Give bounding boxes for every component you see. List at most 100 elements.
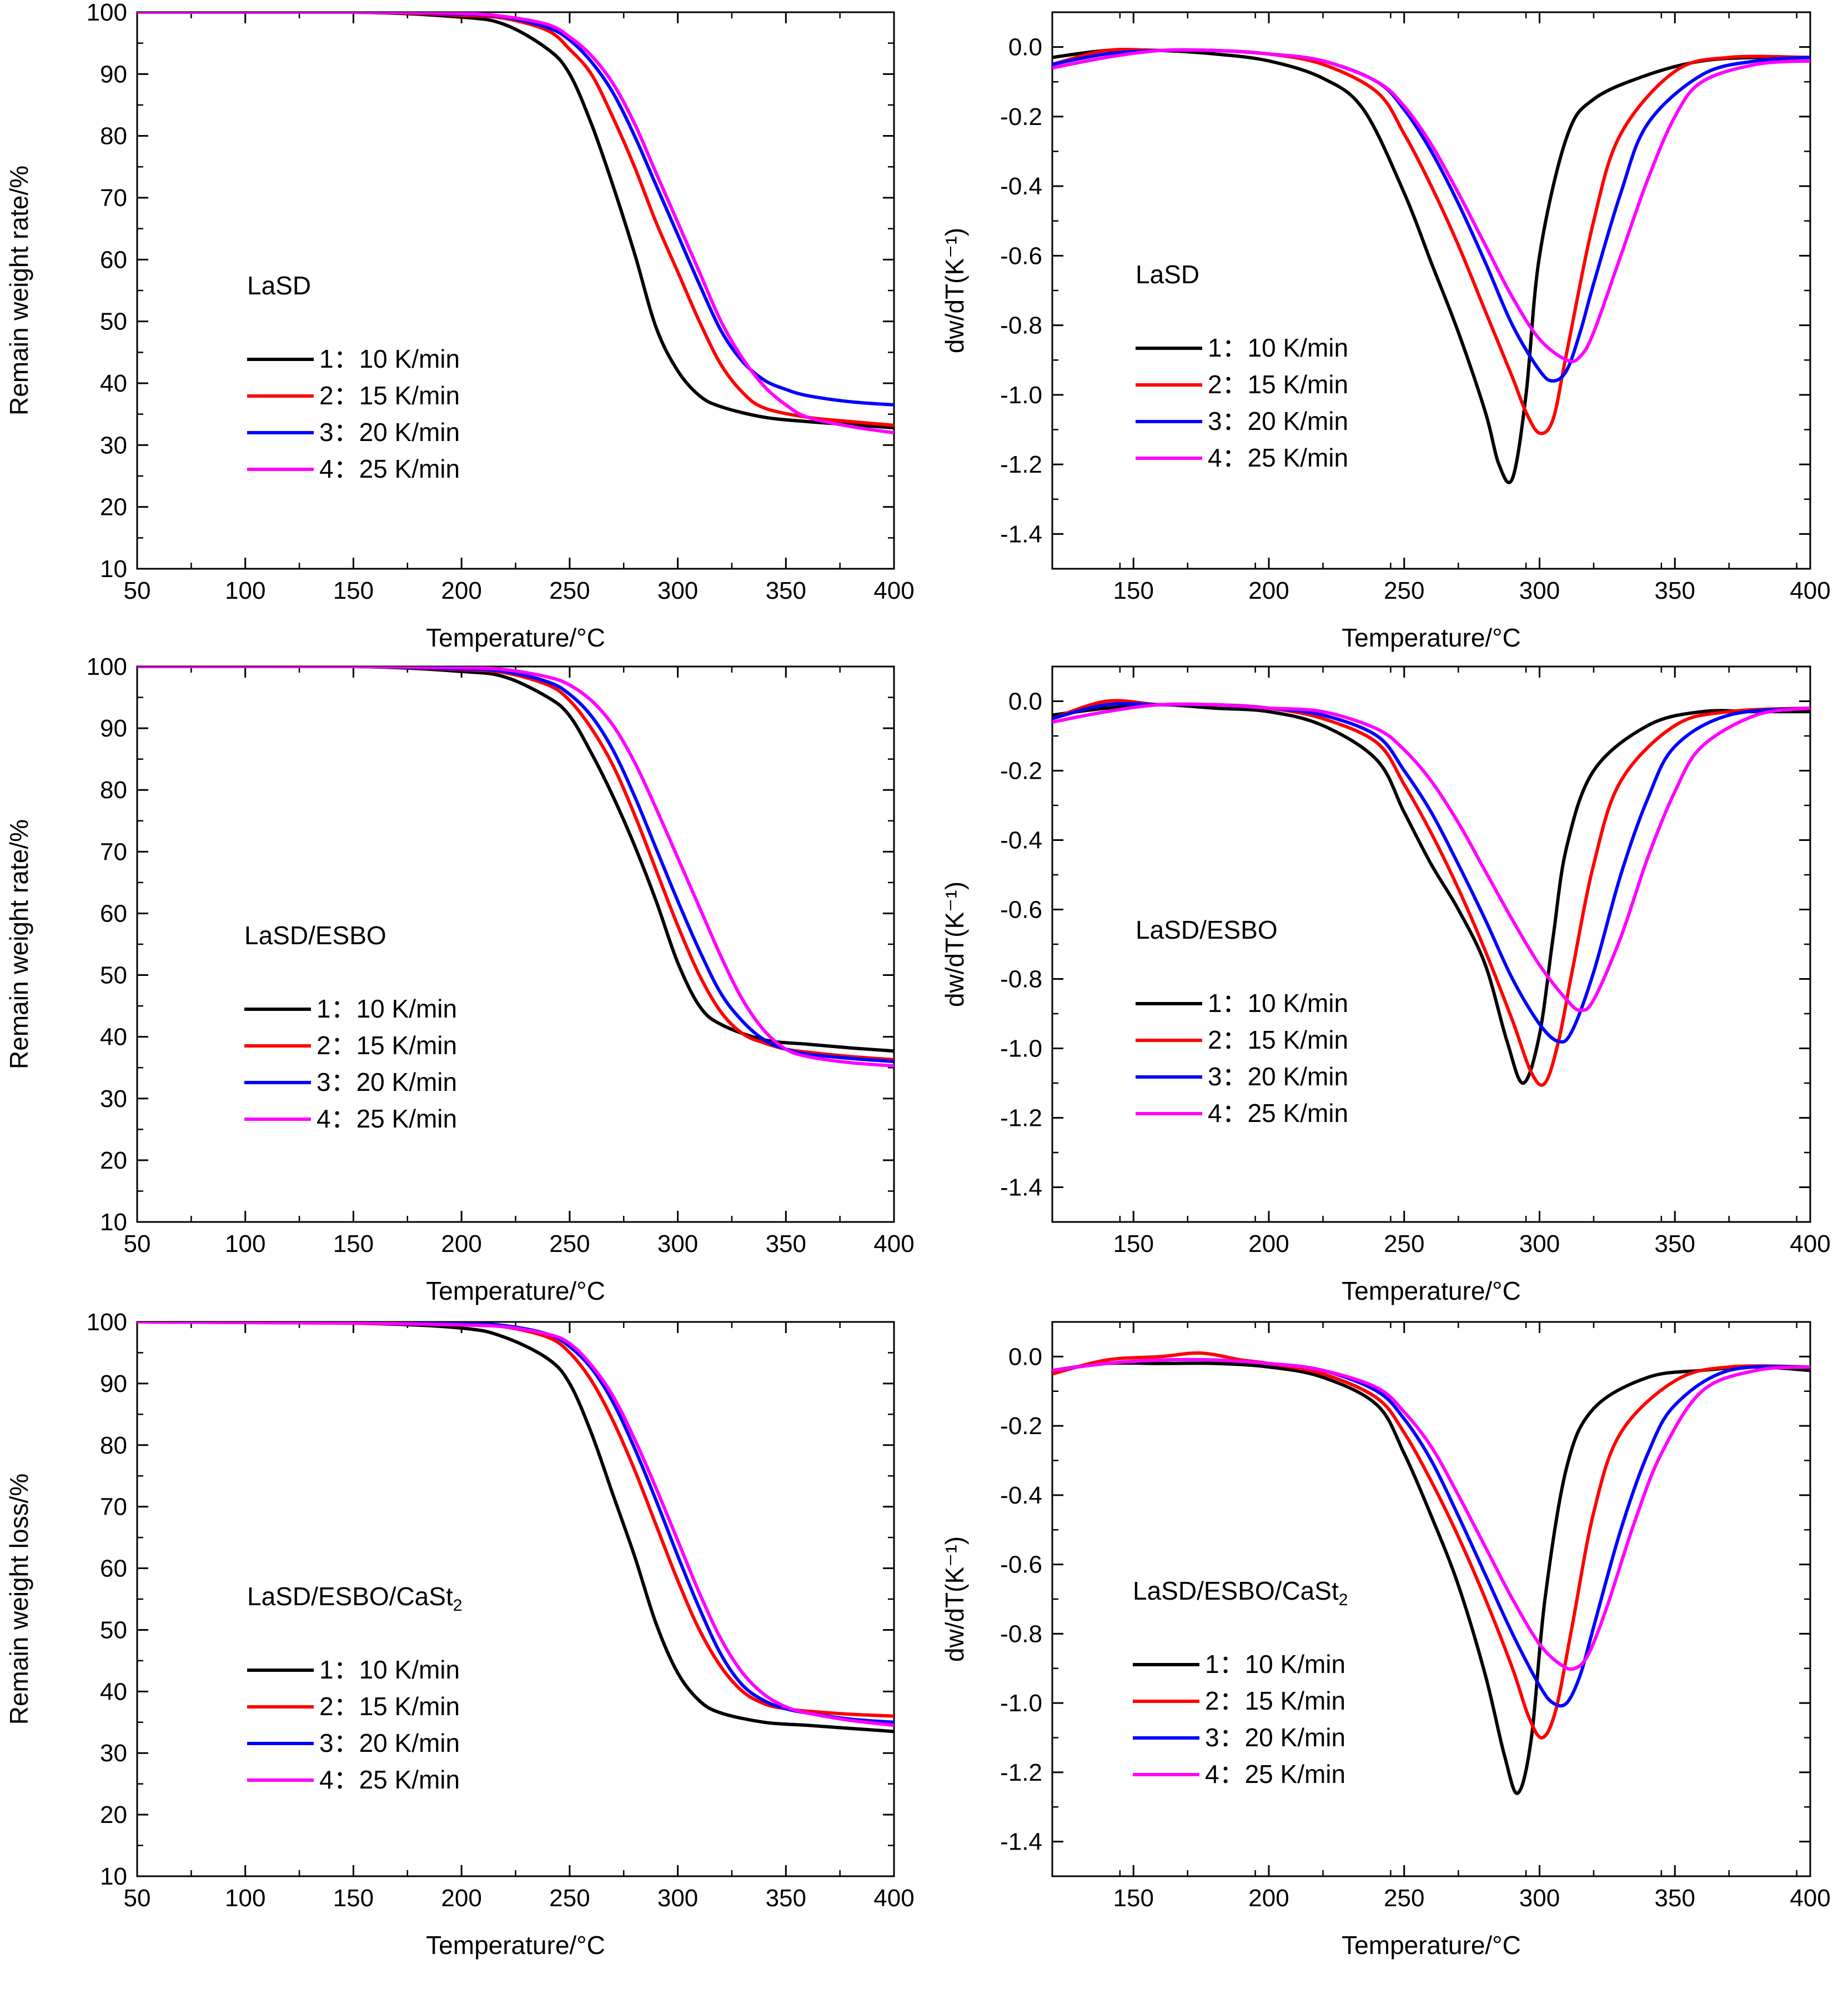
y-tick-label: 50 bbox=[100, 1616, 127, 1644]
y-tick-label: -0.6 bbox=[1000, 1551, 1042, 1579]
chart-panel-dtg-lasd-esbo: 150 200 250 300 350 400 0.0 -0.2 -0.4 -0.6 -0.8 -1.… bbox=[940, 665, 1831, 1305]
y-tick-label: 70 bbox=[100, 838, 127, 865]
series-line-2 bbox=[137, 1322, 894, 1718]
series-line-1 bbox=[1052, 1361, 1810, 1795]
y-tick-label: 60 bbox=[100, 900, 127, 927]
y-tick-label: 0.0 bbox=[1008, 34, 1042, 61]
legend-title: LaSD/ESBO bbox=[244, 921, 386, 950]
x-tick-label: 50 bbox=[124, 1885, 151, 1912]
chart-panel-tg-lasd-esbo-cast2: 50 100 150 200 250 300 350 400 10 20 30 40 50 60 70 80 9… bbox=[4, 1309, 915, 1960]
legend-label-4: 4：25 K/min bbox=[317, 1104, 457, 1133]
y-tick-label: 100 bbox=[87, 0, 127, 26]
x-tick-label: 300 bbox=[657, 1230, 698, 1257]
y-tick-label: 80 bbox=[100, 1432, 127, 1459]
x-tick-label: 350 bbox=[1655, 1885, 1695, 1912]
series-line-3 bbox=[1052, 1357, 1810, 1708]
legend-label-2: 2：15 K/min bbox=[1208, 370, 1348, 399]
y-tick-label: 50 bbox=[100, 308, 127, 335]
y-tick-label: 60 bbox=[100, 1555, 127, 1582]
series-line-2 bbox=[1052, 48, 1810, 435]
y-tick-label: -1.4 bbox=[1000, 520, 1042, 548]
x-tick-label: 200 bbox=[441, 1230, 481, 1257]
legend-label-1: 1：10 K/min bbox=[319, 344, 460, 373]
x-tick-label: 50 bbox=[124, 577, 151, 604]
y-tick-label: 90 bbox=[100, 1370, 127, 1397]
y-tick-label: 20 bbox=[100, 494, 127, 521]
x-tick-label: 250 bbox=[549, 1885, 590, 1912]
y-tick-label: -0.4 bbox=[1000, 1482, 1042, 1509]
series-line-2 bbox=[1052, 1351, 1810, 1740]
x-tick-label: 50 bbox=[124, 1230, 151, 1257]
y-tick-label: 90 bbox=[100, 715, 127, 742]
y-tick-label: 80 bbox=[100, 776, 127, 804]
legend-title: LaSD/ESBO bbox=[1136, 915, 1278, 944]
legend-label-4: 4：25 K/min bbox=[319, 454, 460, 483]
x-tick-label: 250 bbox=[549, 577, 590, 604]
x-tick-label: 150 bbox=[1113, 1230, 1154, 1257]
legend-label-1: 1：10 K/min bbox=[319, 1655, 460, 1684]
y-tick-label: -0.4 bbox=[1000, 173, 1042, 200]
y-axis-title: Remain weight loss/% bbox=[4, 1474, 33, 1725]
x-tick-label: 400 bbox=[1790, 1885, 1830, 1912]
legend-title: LaSD bbox=[247, 271, 311, 300]
x-axis-title: Temperature/°C bbox=[1342, 1931, 1521, 1960]
x-tick-label: 400 bbox=[873, 577, 914, 604]
series-line-3 bbox=[137, 12, 894, 407]
y-tick-label: 20 bbox=[100, 1147, 127, 1174]
y-tick-label: -0.6 bbox=[1000, 896, 1042, 924]
series-line-1 bbox=[1052, 703, 1810, 1085]
legend-label-2: 2：15 K/min bbox=[1205, 1686, 1345, 1715]
legend-label-2: 2：15 K/min bbox=[319, 381, 460, 410]
legend-title: LaSD/ESBO/CaSt2 bbox=[247, 1582, 462, 1615]
series-line-1 bbox=[137, 12, 894, 430]
legend-label-4: 4：25 K/min bbox=[1208, 1099, 1348, 1128]
y-tick-label: 10 bbox=[100, 1209, 127, 1236]
legend-label-3: 3：20 K/min bbox=[319, 418, 460, 447]
x-axis-title: Temperature/°C bbox=[426, 623, 605, 652]
y-tick-label: 30 bbox=[100, 432, 127, 459]
x-tick-label: 150 bbox=[1113, 1885, 1154, 1912]
legend-label-1: 1：10 K/min bbox=[1208, 989, 1348, 1018]
x-tick-label: 100 bbox=[225, 577, 265, 604]
y-tick-label: 0.0 bbox=[1008, 688, 1042, 715]
series-line-3 bbox=[137, 1322, 894, 1724]
y-tick-label: 10 bbox=[100, 1863, 127, 1890]
x-tick-label: 400 bbox=[873, 1230, 914, 1257]
legend-title-subscript: 2 bbox=[1339, 1591, 1348, 1609]
y-tick-label: 90 bbox=[100, 61, 127, 88]
y-axis-title: Remain weight rate/% bbox=[4, 819, 33, 1069]
legend-label-3: 3：20 K/min bbox=[1208, 407, 1348, 435]
x-tick-label: 150 bbox=[1113, 577, 1154, 604]
legend-title: LaSD/ESBO/CaSt2 bbox=[1133, 1576, 1348, 1609]
series-line-4 bbox=[1052, 48, 1810, 363]
y-tick-label: -0.6 bbox=[1000, 242, 1042, 269]
series-line-2 bbox=[137, 12, 894, 427]
x-tick-label: 400 bbox=[1790, 1230, 1830, 1257]
series-line-2 bbox=[1052, 699, 1810, 1087]
series-line-3 bbox=[1052, 48, 1810, 383]
x-tick-label: 300 bbox=[657, 577, 698, 604]
y-tick-label: 70 bbox=[100, 184, 127, 212]
x-tick-label: 300 bbox=[1519, 1230, 1560, 1257]
y-tick-label: -0.2 bbox=[1000, 1412, 1042, 1440]
x-tick-label: 200 bbox=[1248, 577, 1289, 604]
series-line-3 bbox=[137, 667, 894, 1064]
y-tick-label: 50 bbox=[100, 962, 127, 989]
x-tick-label: 350 bbox=[1655, 577, 1695, 604]
y-tick-label: -1.2 bbox=[1000, 1759, 1042, 1786]
legend-label-2: 2：15 K/min bbox=[319, 1692, 460, 1721]
legend-title-subscript: 2 bbox=[453, 1596, 463, 1615]
y-tick-label: 100 bbox=[87, 653, 127, 680]
series-line-4 bbox=[137, 12, 894, 435]
chart-panel-dtg-lasd-esbo-cast2: 150 200 250 300 350 400 0.0 -0.2 -0.4 -0.6 -0.8 -1.… bbox=[940, 1321, 1831, 1960]
x-axis-title: Temperature/°C bbox=[426, 1276, 605, 1305]
y-tick-label: 40 bbox=[100, 1678, 127, 1705]
chart-panel-tg-lasd: 50 100 150 200 250 300 350 400 10 20 30 40 50 60 70 80 9… bbox=[4, 0, 915, 652]
x-tick-label: 150 bbox=[333, 1230, 374, 1257]
series-line-1 bbox=[137, 667, 894, 1053]
y-tick-label: 20 bbox=[100, 1801, 127, 1828]
x-tick-label: 350 bbox=[1655, 1230, 1695, 1257]
x-tick-label: 200 bbox=[441, 577, 481, 604]
y-tick-label: 0.0 bbox=[1008, 1343, 1042, 1370]
